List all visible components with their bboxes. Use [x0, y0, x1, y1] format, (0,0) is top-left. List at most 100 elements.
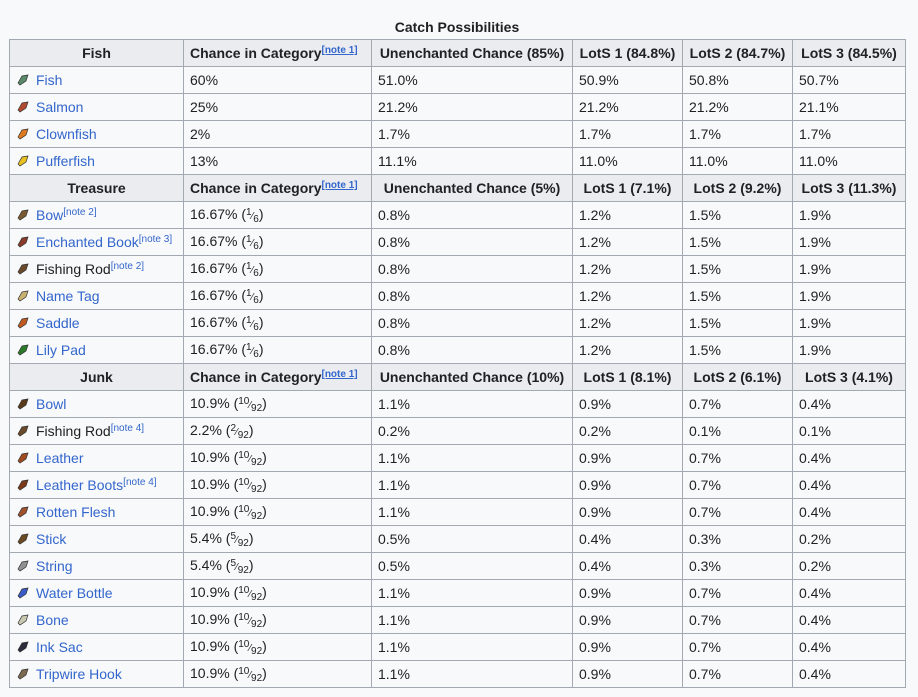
unenchanted-chance-cell: 1.1% — [371, 390, 573, 418]
lots3-cell: 0.4% — [792, 579, 906, 607]
note-link[interactable]: [note 4] — [123, 477, 157, 488]
note-link[interactable]: [note 4] — [110, 423, 145, 434]
chance-value: 10.9% ( — [190, 475, 239, 492]
item-link[interactable]: Bowl — [36, 396, 67, 412]
unenchanted-chance-cell: 51.0% — [371, 66, 573, 94]
table-row: Fish 60% 51.0% 50.9% 50.8% 50.7% — [9, 66, 906, 94]
note1-link[interactable]: [note 1] — [321, 45, 358, 56]
chance-in-category-cell: 10.9% (10⁄92) — [183, 660, 372, 688]
item-link[interactable]: Pufferfish — [36, 153, 95, 169]
lots3-cell: 0.4% — [792, 471, 906, 499]
table-row: Name Tag 16.67% (1⁄6) 0.8% 1.2% 1.5% 1.9% — [9, 282, 906, 310]
chance-value: 16.67% ( — [190, 259, 247, 276]
lots1-header: LotS 1 (8.1%) — [572, 363, 683, 391]
fraction: 10⁄92 — [238, 612, 262, 630]
item-link[interactable]: String — [36, 558, 73, 574]
lots1-cell: 0.9% — [572, 633, 683, 661]
lots1-cell: 1.2% — [572, 309, 683, 337]
chance-value: 16.67% ( — [190, 340, 247, 357]
leather-icon — [16, 451, 30, 465]
note-link[interactable]: [note 2] — [110, 261, 145, 272]
fraction: 10⁄92 — [238, 585, 262, 603]
lots2-cell: 1.7% — [682, 120, 793, 148]
treasure-column-header: Treasure — [9, 174, 184, 202]
fraction-denominator: 92 — [237, 537, 249, 549]
fraction-slash: ⁄ — [251, 345, 254, 357]
item-link[interactable]: Leather — [36, 450, 84, 466]
lots1-cell: 0.9% — [572, 390, 683, 418]
item-link[interactable]: Enchanted Book — [36, 234, 139, 250]
note1-ref: [note 1] — [321, 369, 357, 380]
fraction-denominator: 6 — [253, 294, 259, 306]
chance-in-category-label: Chance in Category — [190, 369, 322, 385]
item-name-cell: Salmon — [9, 93, 184, 121]
lots2-cell: 0.7% — [682, 633, 793, 661]
fraction-slash: ⁄ — [251, 318, 254, 330]
lots3-cell: 0.4% — [792, 633, 906, 661]
saddle-icon — [16, 316, 30, 330]
item-link[interactable]: Lily Pad — [36, 342, 86, 358]
item-link[interactable]: Stick — [36, 531, 67, 547]
lots1-cell: 21.2% — [572, 93, 683, 121]
fraction-slash: ⁄ — [249, 669, 252, 681]
close-paren: ) — [258, 259, 264, 276]
unenchanted-chance-cell: 0.5% — [371, 525, 573, 553]
note1-link[interactable]: [note 1] — [321, 180, 358, 191]
table-row: String 5.4% (5⁄92) 0.5% 0.4% 0.3% 0.2% — [9, 552, 906, 580]
close-paren: ) — [258, 232, 264, 249]
lots3-cell: 1.9% — [792, 201, 906, 229]
unenchanted-chance-cell: 0.8% — [371, 282, 573, 310]
fraction-numerator: 10 — [238, 503, 250, 515]
item-link[interactable]: Tripwire Hook — [36, 666, 122, 682]
item-link[interactable]: Name Tag — [36, 288, 100, 304]
close-paren: ) — [248, 556, 254, 573]
item-link[interactable]: Ink Sac — [36, 639, 83, 655]
item-link[interactable]: Clownfish — [36, 126, 97, 142]
note-ref: [note 2] — [111, 261, 144, 272]
fraction-numerator: 1 — [246, 287, 252, 299]
fraction-numerator: 1 — [246, 314, 252, 326]
chance-value: 10.9% ( — [190, 583, 239, 600]
close-paren: ) — [262, 664, 267, 681]
item-link[interactable]: Bow — [36, 207, 64, 223]
item-link[interactable]: Water Bottle — [36, 585, 113, 601]
fraction-slash: ⁄ — [249, 615, 252, 627]
lots1-cell: 0.9% — [572, 444, 683, 472]
item-link[interactable]: Rotten Flesh — [36, 504, 116, 520]
item-link[interactable]: Leather Boots — [36, 477, 124, 493]
note-link[interactable]: [note 3] — [138, 234, 173, 245]
catch-possibilities-table-wrapper: Catch Possibilities Fish Chance in Catego… — [9, 14, 906, 688]
item-name-cell: Bow[note 2] — [9, 201, 184, 229]
unenchanted-chance-cell: 1.1% — [371, 606, 573, 634]
item-name-cell: Pufferfish — [9, 147, 184, 175]
fraction-numerator: 10 — [238, 638, 250, 650]
fraction-numerator: 1 — [246, 206, 252, 218]
item-link[interactable]: Fish — [36, 72, 63, 88]
note-link[interactable]: [note 2] — [63, 207, 97, 218]
stick-icon — [16, 532, 30, 546]
table-row: Bow[note 2] 16.67% (1⁄6) 0.8% 1.2% 1.5% 1.9% — [9, 201, 906, 229]
fraction: 5⁄92 — [230, 558, 248, 576]
item-link[interactable]: Saddle — [36, 315, 80, 331]
chance-value: 16.67% ( — [190, 205, 247, 222]
item-name-cell: Fish — [9, 66, 184, 94]
lots2-cell: 1.5% — [682, 201, 793, 229]
chance-in-category-header: Chance in Category[note 1] — [183, 363, 372, 391]
item-link[interactable]: Bone — [36, 612, 69, 628]
item-link[interactable]: Salmon — [36, 99, 84, 115]
chance-value: 5.4% ( — [190, 556, 231, 573]
junk-header-row: Junk Chance in Category[note 1] Unenchante… — [9, 363, 906, 391]
table-row: Water Bottle 10.9% (10⁄92) 1.1% 0.9% 0.7% 0.4… — [9, 579, 906, 607]
lots3-cell: 50.7% — [792, 66, 906, 94]
item-name-cell: Fishing Rod[note 2] — [9, 255, 184, 283]
lots2-cell: 50.8% — [682, 66, 793, 94]
table-row: Ink Sac 10.9% (10⁄92) 1.1% 0.9% 0.7% 0.4% — [9, 633, 906, 661]
chance-value: 10.9% ( — [190, 394, 239, 411]
fraction-denominator: 6 — [253, 348, 259, 360]
item-name-cell: Stick — [9, 525, 184, 553]
note1-ref: [note 1] — [321, 45, 357, 56]
note1-link[interactable]: [note 1] — [321, 369, 358, 380]
leather-boots-icon — [16, 478, 30, 492]
chance-in-category-cell: 16.67% (1⁄6) — [183, 282, 372, 310]
table-row: Tripwire Hook 10.9% (10⁄92) 1.1% 0.9% 0.7% 0.… — [9, 660, 906, 688]
